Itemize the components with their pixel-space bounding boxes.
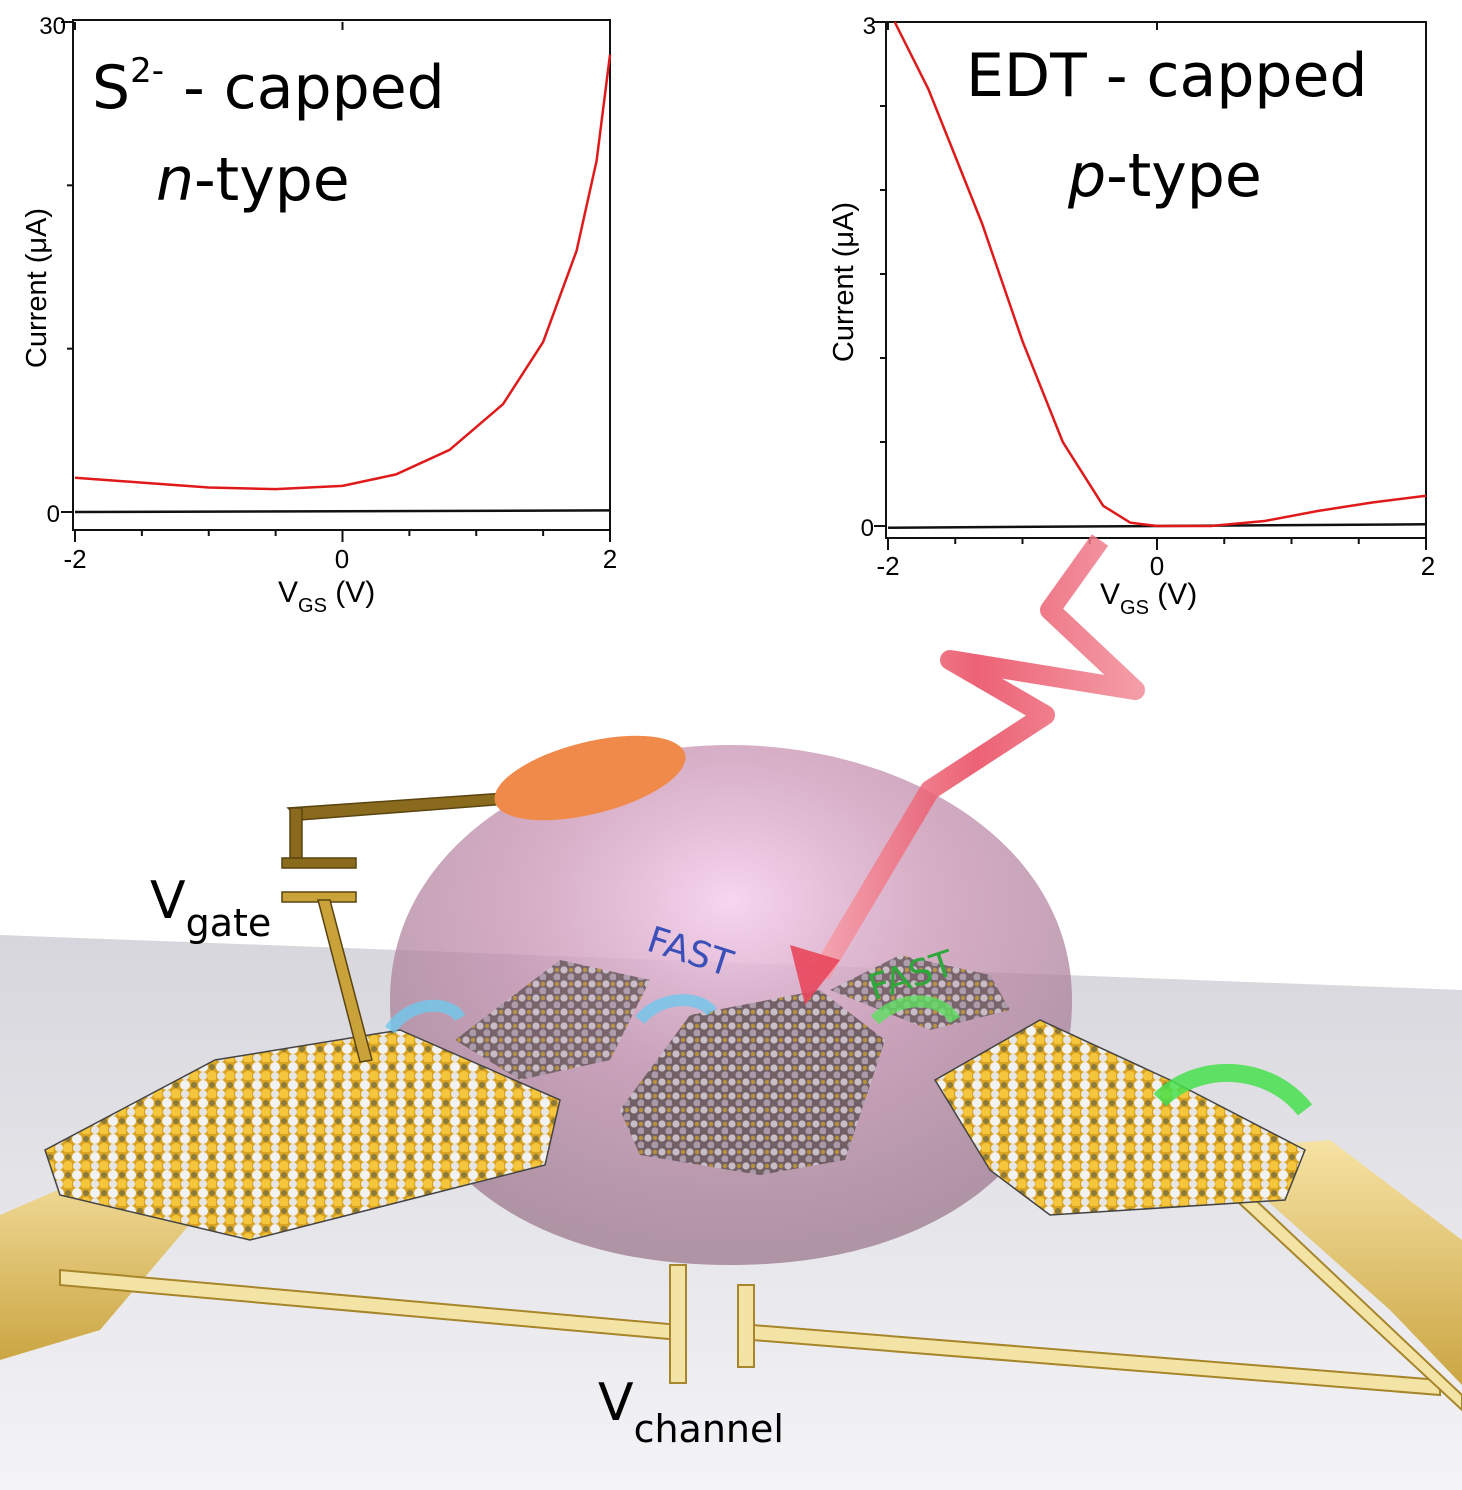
channel-voltage-label: Vchannel xyxy=(598,1373,784,1451)
hop-arrow-green-1 xyxy=(870,995,961,1025)
channel-voltage-label-main: V xyxy=(598,1373,634,1433)
chart-title-left-line1: S2- - capped xyxy=(92,51,445,123)
title-right-p: p xyxy=(1067,141,1106,211)
hop-arrow-blue-1 xyxy=(385,999,466,1034)
device-schematic: FAST FAST Vgate Vchannel xyxy=(0,534,1462,1490)
channel-plate-left xyxy=(669,1264,687,1384)
x-axis-label-right: VGS (V) xyxy=(1100,578,1197,619)
title-left-n: n xyxy=(156,145,194,215)
x-tick-label-left-2: 2 xyxy=(603,544,617,574)
gate-plate-top xyxy=(281,857,357,869)
electrolyte-dome xyxy=(390,745,1072,1265)
x-tick-label-right-0: 0 xyxy=(1150,551,1164,581)
x-axis-label-left-unit: (V) xyxy=(327,576,375,609)
x-tick-label-left-neg2: -2 xyxy=(63,544,86,574)
y-tick-label-right-3: 3 xyxy=(863,13,876,40)
qd-film-back-right xyxy=(830,955,1010,1030)
qd-film-center xyxy=(620,990,885,1175)
x-axis-label-right-unit: (V) xyxy=(1149,578,1197,611)
channel-plate-right xyxy=(737,1284,755,1368)
x-axis-label-right-main: V xyxy=(1100,578,1120,611)
x-axis-label-left-main: V xyxy=(278,576,298,609)
gate-wire-top xyxy=(286,791,521,821)
x-tick-label-right-neg2: -2 xyxy=(876,551,899,581)
gate-wire-lower xyxy=(317,899,373,1063)
chart-title-left-line2: n-type xyxy=(156,145,350,215)
y-tick-label-left-30: 30 xyxy=(39,13,66,40)
title-left-type: -type xyxy=(194,145,350,215)
title-left-s: S xyxy=(92,53,130,123)
y-tick-label-right-0: 0 xyxy=(861,515,874,542)
chart-title-right-line1: EDT - capped xyxy=(966,41,1367,111)
x-axis-label-left: VGS (V) xyxy=(278,576,375,617)
gate-wire-down xyxy=(289,807,303,861)
chart-left: 0 30 -2 0 2 VGS (V) Current (μA) S2- - c… xyxy=(21,13,617,617)
chart-right: 0 3 -2 0 2 VGS (V) Current (μA) EDT - ca… xyxy=(828,13,1435,619)
series-line-black-left xyxy=(74,509,611,514)
chart-title-right-line2: p-type xyxy=(1067,141,1262,211)
title-left-rest: - capped xyxy=(164,53,445,123)
ticks-right xyxy=(874,21,1427,550)
plot-area-right xyxy=(885,21,1427,539)
channel-voltage-label-sub: channel xyxy=(634,1407,784,1451)
channel-circuit xyxy=(59,1189,1462,1412)
qd-film-left xyxy=(44,1029,561,1241)
ticks-left xyxy=(61,21,611,542)
y-tick-label-left-0: 0 xyxy=(47,501,60,528)
series-line-red-right xyxy=(893,21,1427,528)
x-axis-label-right-sub: GS xyxy=(1120,597,1149,619)
qd-film-right xyxy=(933,1019,1306,1216)
light-beam-arrowhead xyxy=(790,945,840,1005)
y-axis-label-right: Current (μA) xyxy=(828,202,860,362)
qd-film-back-left xyxy=(455,960,650,1080)
gate-voltage-label-sub: gate xyxy=(186,901,272,945)
hop-arrow-green-2 xyxy=(1153,1063,1313,1116)
plot-area-left xyxy=(72,19,611,531)
gate-voltage-label: Vgate xyxy=(150,871,271,945)
x-tick-label-right-2: 2 xyxy=(1421,551,1435,581)
title-right-type: -type xyxy=(1106,141,1262,211)
gate-voltage-label-main: V xyxy=(150,871,186,931)
light-beam xyxy=(811,534,1145,981)
x-tick-label-left-0: 0 xyxy=(335,544,349,574)
title-left-sup: 2- xyxy=(130,51,164,91)
series-line-red-left xyxy=(74,54,612,491)
y-axis-label-left: Current (μA) xyxy=(21,208,53,368)
hop-arrow-blue-2 xyxy=(635,994,717,1025)
gate-electrode-pad xyxy=(494,735,686,821)
x-axis-label-left-sub: GS xyxy=(298,595,327,617)
